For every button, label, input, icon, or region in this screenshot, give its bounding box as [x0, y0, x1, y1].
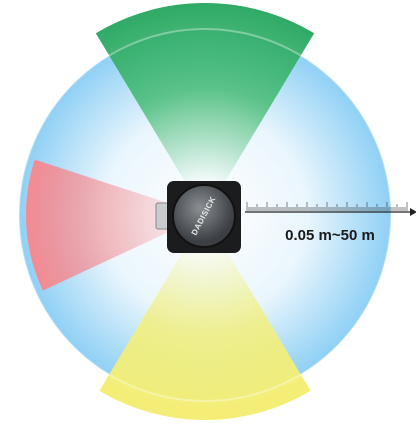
circle-edge	[18, 28, 392, 402]
green-zone	[95, 2, 315, 216]
arrow-head	[410, 208, 416, 216]
yellow-zone	[99, 215, 311, 420]
ruler	[245, 202, 416, 216]
red-zone	[25, 159, 206, 291]
range-label: 0.05 m~50 m	[285, 227, 375, 244]
sensor-lens	[172, 184, 236, 248]
sensor: DADISICK	[155, 181, 241, 253]
